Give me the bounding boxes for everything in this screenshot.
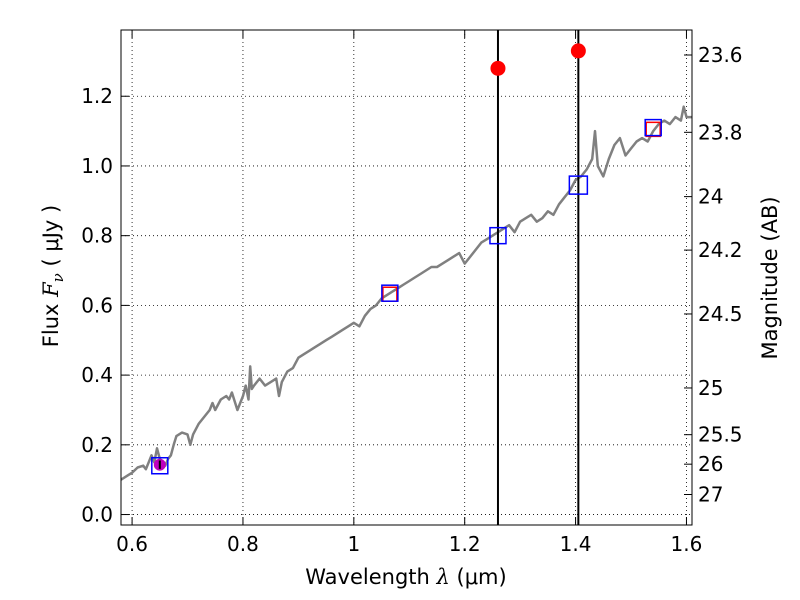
blue-square-marker bbox=[381, 284, 399, 302]
x-tick-label: 1.6 bbox=[671, 532, 703, 556]
right-y-axis-label: Magnitude (AB) bbox=[758, 196, 782, 359]
mag-tick-label: 24.2 bbox=[698, 238, 743, 262]
mag-tick-label: 27 bbox=[698, 482, 723, 506]
blue-square-marker bbox=[151, 456, 169, 475]
red-dot-marker bbox=[570, 43, 586, 59]
y-axis-label: Flux Fν ( μJy ) bbox=[39, 205, 67, 347]
y-tick-label: 0.8 bbox=[81, 224, 113, 248]
mag-tick-label: 26 bbox=[698, 452, 723, 476]
spectrum-line bbox=[121, 105, 692, 481]
y-tick-label: 0.6 bbox=[81, 293, 113, 317]
x-tick-label: 1.4 bbox=[560, 532, 592, 556]
x-tick-label: 0.6 bbox=[116, 532, 148, 556]
blue-square-marker bbox=[568, 175, 589, 195]
y-tick-label: 1.2 bbox=[81, 84, 113, 108]
mag-tick-label: 23.8 bbox=[698, 120, 743, 144]
plot-area bbox=[121, 30, 692, 525]
x-tick-label: 1.2 bbox=[449, 532, 481, 556]
mag-tick-label: 24.5 bbox=[698, 302, 743, 326]
axis-ticks: 0.6 0.8 1 1.2 1.4 1.6 0.0 0.2 0.4 0.6 0.8 1.0 1.2 23.… bbox=[81, 30, 743, 556]
y-tick-label: 1.0 bbox=[81, 154, 113, 178]
x-axis-label: Wavelength λ (μm) bbox=[305, 565, 506, 589]
blue-square-marker bbox=[489, 226, 507, 245]
red-dot-marker bbox=[490, 60, 506, 76]
y-tick-label: 0.2 bbox=[81, 433, 113, 457]
plot-frame bbox=[120, 29, 693, 526]
mag-tick-label: 25 bbox=[698, 376, 723, 400]
x-tick-label: 1 bbox=[347, 532, 360, 556]
x-tick-label: 0.8 bbox=[227, 532, 259, 556]
mag-tick-label: 24 bbox=[698, 185, 723, 209]
mag-tick-label: 23.6 bbox=[698, 43, 743, 67]
blue-square-marker bbox=[644, 118, 662, 137]
grid-lines bbox=[121, 30, 692, 525]
y-tick-label: 0.4 bbox=[81, 363, 113, 387]
mag-tick-label: 25.5 bbox=[698, 423, 743, 447]
y-tick-label: 0.0 bbox=[81, 503, 113, 527]
